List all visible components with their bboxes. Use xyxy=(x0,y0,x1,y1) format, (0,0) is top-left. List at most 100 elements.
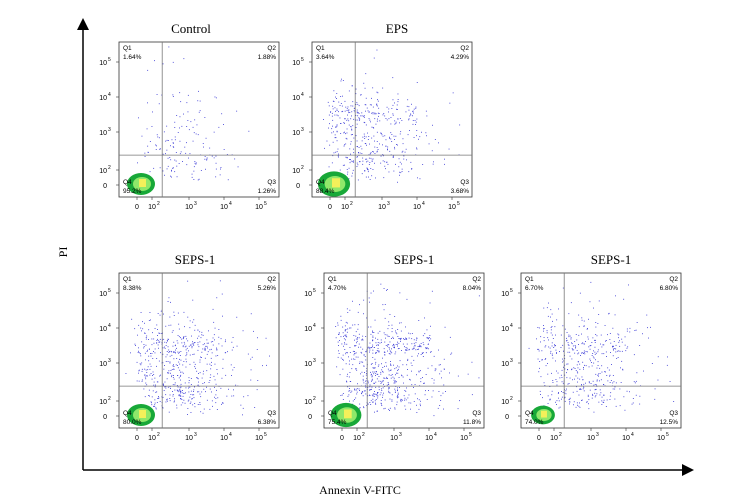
event-dot xyxy=(335,326,337,327)
event-dot xyxy=(614,314,616,316)
event-dot xyxy=(399,133,401,135)
event-dot xyxy=(396,109,398,110)
event-dot xyxy=(336,151,338,153)
event-dot xyxy=(149,348,150,350)
event-dot xyxy=(200,170,202,171)
event-dot xyxy=(430,351,432,353)
event-dot xyxy=(345,137,347,139)
event-dot xyxy=(580,355,581,356)
event-dot xyxy=(639,395,641,397)
event-dot xyxy=(151,378,153,380)
event-dot xyxy=(441,377,442,379)
event-dot xyxy=(551,334,553,336)
event-dot xyxy=(564,368,566,370)
event-dot xyxy=(550,332,552,334)
event-dot xyxy=(561,377,563,378)
panel-2: EPS0.06 mg/mLQ13.64%Q24.29%Q33.68%Q488.4… xyxy=(292,21,473,211)
event-dot xyxy=(174,159,176,161)
event-dot xyxy=(359,408,361,410)
event-dot xyxy=(179,369,181,371)
event-dot xyxy=(562,358,563,360)
event-dot xyxy=(328,127,329,129)
q3-value: 11.8% xyxy=(463,419,481,426)
event-dot xyxy=(242,330,244,332)
event-dot xyxy=(355,331,357,333)
event-dot xyxy=(621,350,623,352)
event-dot xyxy=(372,367,374,369)
event-dot xyxy=(388,321,390,323)
event-dot xyxy=(141,135,143,137)
event-dot xyxy=(398,338,400,339)
event-dot xyxy=(414,393,416,395)
y-tick-exponent: 2 xyxy=(301,165,304,171)
event-dot xyxy=(197,342,199,344)
event-dot xyxy=(624,409,626,411)
event-dot xyxy=(205,391,206,393)
event-dot xyxy=(564,374,566,376)
event-dot xyxy=(199,372,201,374)
event-dot xyxy=(342,95,343,97)
event-dot xyxy=(172,167,173,169)
event-dot xyxy=(396,343,398,345)
event-dot xyxy=(430,338,432,340)
event-dot xyxy=(439,364,441,366)
event-dot xyxy=(357,179,359,181)
event-dot xyxy=(380,402,382,404)
event-dot xyxy=(240,404,242,406)
event-dot xyxy=(214,327,216,329)
event-dot xyxy=(387,350,388,352)
event-dot xyxy=(579,378,581,380)
event-dot xyxy=(388,370,390,372)
event-dot xyxy=(225,339,226,341)
event-dot xyxy=(371,376,373,378)
event-dot xyxy=(566,337,567,339)
event-dot xyxy=(555,349,557,351)
event-dot xyxy=(177,367,179,369)
event-dot xyxy=(144,368,146,370)
event-dot xyxy=(178,391,180,393)
event-dot xyxy=(197,391,198,393)
event-dot xyxy=(177,312,179,314)
event-dot xyxy=(351,85,353,87)
event-dot xyxy=(173,366,175,367)
event-dot xyxy=(622,369,624,371)
event-dot xyxy=(142,328,144,330)
event-dot xyxy=(444,326,446,328)
q2-label: Q2 xyxy=(460,45,469,52)
event-dot xyxy=(408,332,410,334)
event-dot xyxy=(196,370,198,372)
event-dot xyxy=(176,340,178,342)
event-dot xyxy=(619,350,621,352)
event-dot xyxy=(166,351,168,352)
event-dot xyxy=(393,343,394,345)
event-dot xyxy=(368,346,370,348)
event-dot xyxy=(362,338,363,340)
event-dot xyxy=(173,358,175,360)
event-dot xyxy=(647,327,648,329)
event-dot xyxy=(360,351,362,353)
event-dot xyxy=(144,332,146,334)
event-dot xyxy=(359,161,361,163)
event-dot xyxy=(416,130,418,131)
event-dot xyxy=(141,362,143,364)
event-dot xyxy=(386,334,388,336)
event-dot xyxy=(406,343,408,345)
event-dot xyxy=(374,400,376,402)
event-dot xyxy=(419,403,421,405)
event-dot xyxy=(552,357,554,359)
event-dot xyxy=(242,414,243,416)
y-tick-exponent: 3 xyxy=(313,358,316,364)
event-dot xyxy=(379,143,380,145)
event-dot xyxy=(158,103,160,105)
event-dot xyxy=(188,157,189,159)
event-dot xyxy=(344,100,346,102)
event-dot xyxy=(374,140,375,142)
event-dot xyxy=(567,369,569,371)
event-dot xyxy=(154,377,156,379)
event-dot xyxy=(601,371,603,373)
event-dot xyxy=(178,323,180,325)
event-dot xyxy=(361,140,363,142)
event-dot xyxy=(256,389,258,391)
event-dot xyxy=(206,399,208,401)
event-dot xyxy=(335,127,337,128)
